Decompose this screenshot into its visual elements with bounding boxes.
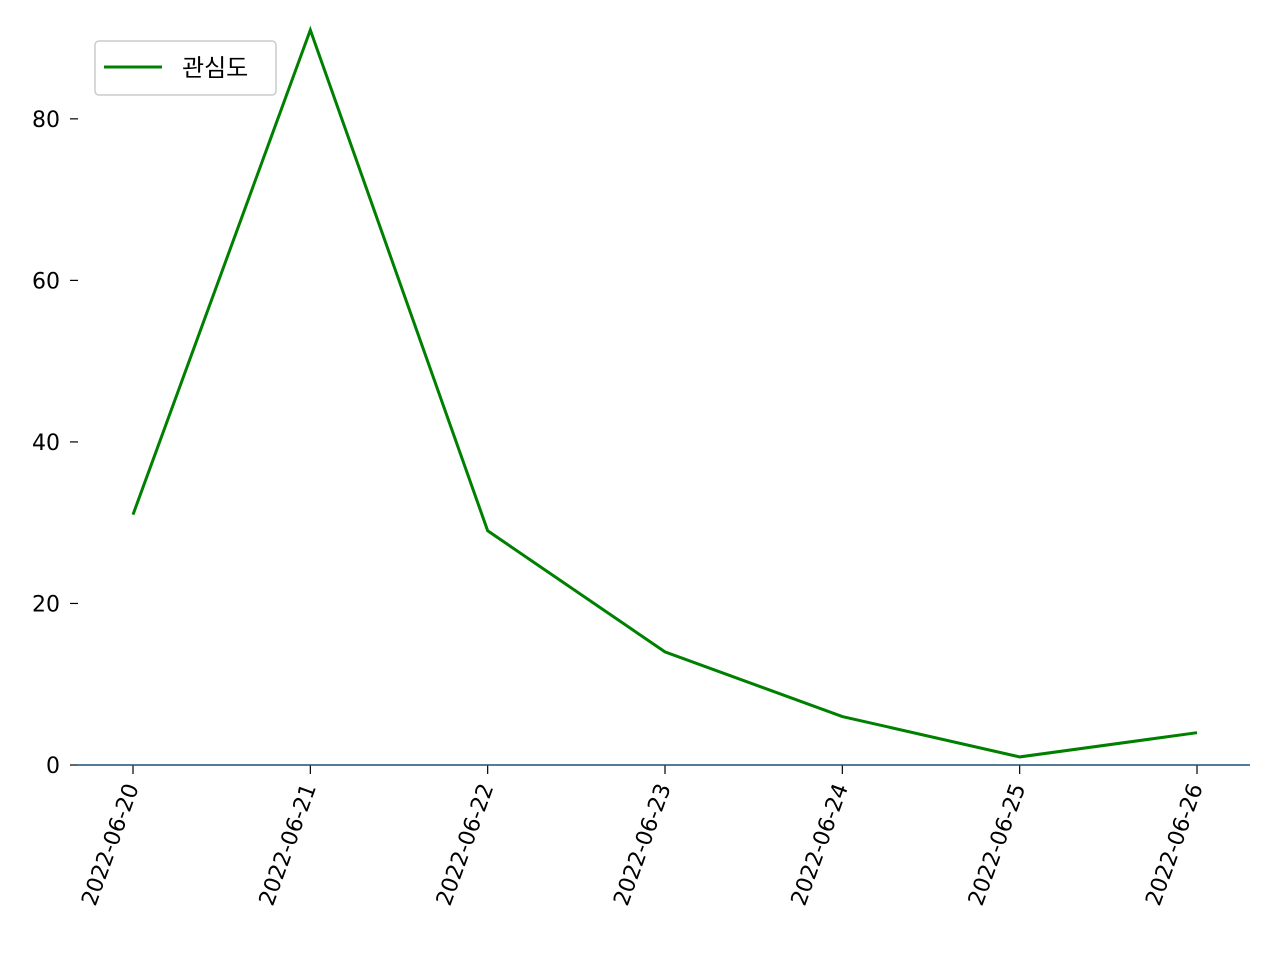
x-tick-label: 2022-06-26 [1141,781,1208,910]
y-tick-label: 40 [32,431,60,456]
legend: 관심도 [94,40,277,96]
series-layer [131,25,1198,759]
x-tick-label: 2022-06-23 [609,781,676,910]
x-tick-label: 2022-06-21 [255,781,322,910]
x-tick-label: 2022-06-20 [77,781,144,910]
x-tick-label: 2022-06-24 [787,781,854,910]
legend-label: 관심도 [182,54,248,82]
x-tick-label: 2022-06-25 [964,781,1031,910]
y-tick-label: 20 [32,592,60,617]
series-line [131,25,1198,759]
x-axis: 2022-06-20 2022-06-21 2022-06-22 2022-06-23… [77,765,1209,910]
y-tick-label: 80 [32,108,60,133]
legend-box [94,40,277,96]
x-tick-label: 2022-06-22 [432,781,499,910]
y-axis: 0 20 40 60 80 [32,108,78,779]
y-tick-label: 0 [46,754,60,779]
y-tick-label: 60 [32,269,60,294]
